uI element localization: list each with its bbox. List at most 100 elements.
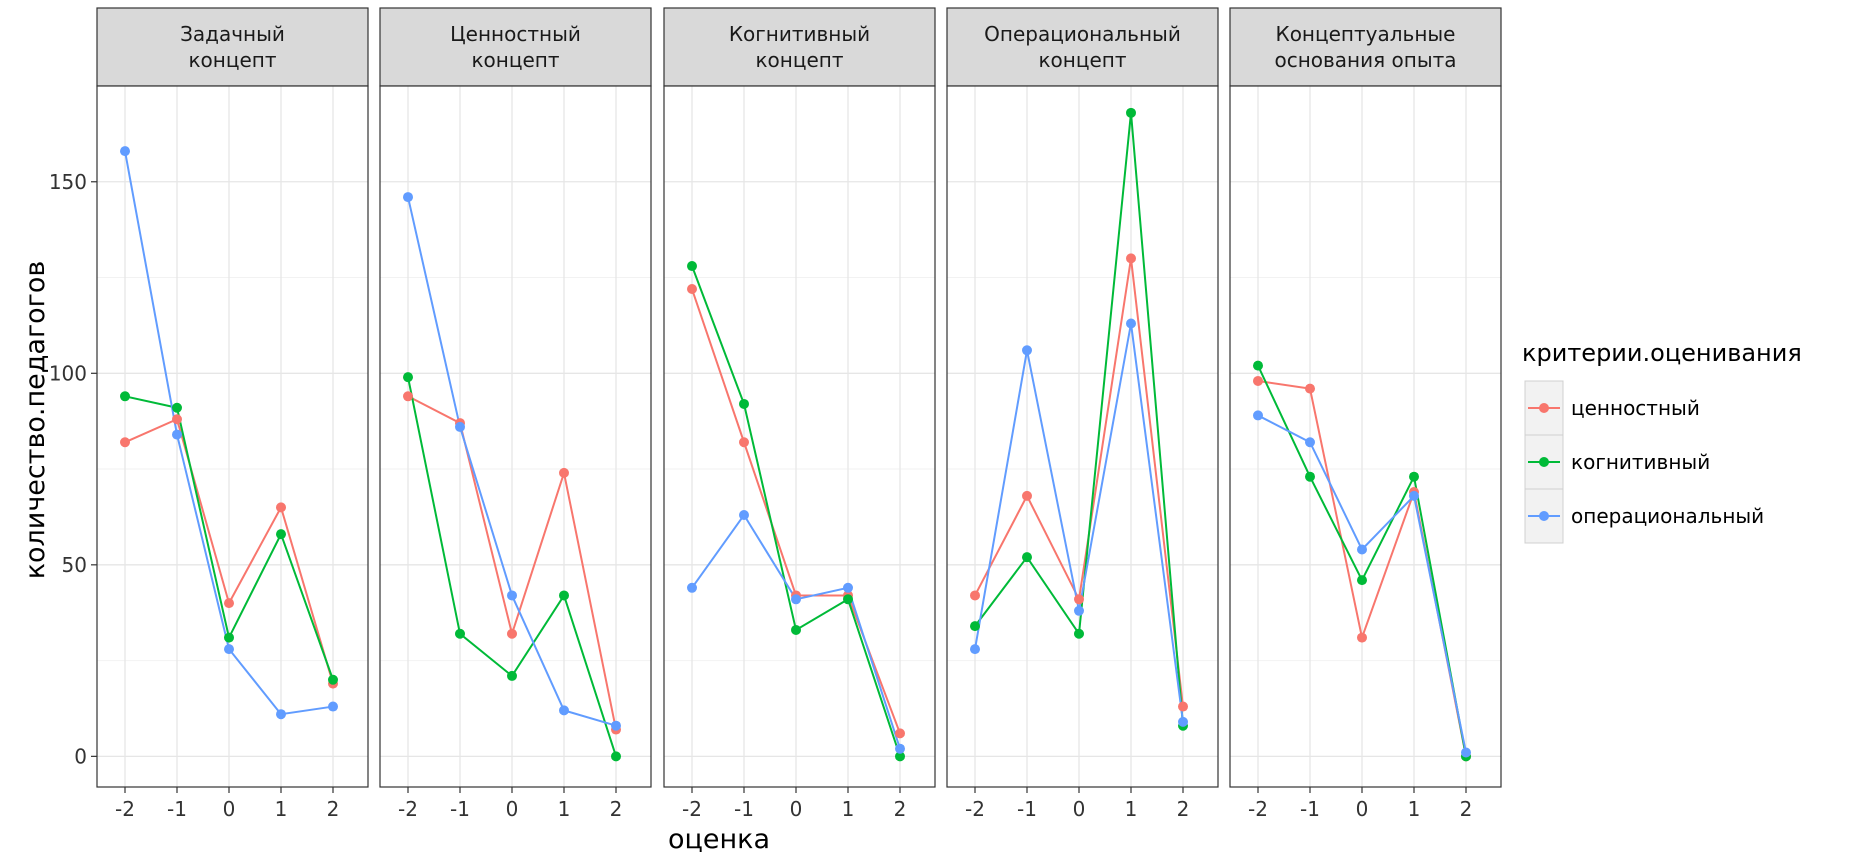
data-point bbox=[328, 674, 338, 685]
data-point bbox=[739, 437, 749, 448]
y-tick-label: 150 bbox=[49, 170, 87, 194]
panel-border bbox=[1229, 85, 1502, 788]
panel-grid bbox=[947, 86, 1218, 787]
panel-strip-label: основания опыта bbox=[1274, 48, 1456, 72]
panel-strip-label: концепт bbox=[471, 48, 559, 72]
data-point bbox=[224, 598, 234, 609]
x-tick-label: -2 bbox=[682, 797, 702, 821]
panel-strip-label: Операциональный bbox=[984, 22, 1181, 46]
data-point bbox=[1305, 437, 1315, 448]
data-point bbox=[1305, 471, 1315, 482]
data-point bbox=[1074, 594, 1084, 605]
data-point bbox=[276, 529, 286, 540]
panel-strip bbox=[96, 7, 369, 87]
data-point bbox=[1022, 552, 1032, 563]
data-point bbox=[507, 590, 517, 601]
panel-border bbox=[379, 85, 652, 788]
panel-grid bbox=[664, 86, 935, 787]
x-tick-label: 1 bbox=[1408, 797, 1421, 821]
data-point bbox=[970, 644, 980, 655]
data-point bbox=[1178, 701, 1188, 712]
data-point bbox=[507, 628, 517, 639]
data-point bbox=[559, 705, 569, 716]
data-point bbox=[455, 628, 465, 639]
data-point bbox=[687, 261, 697, 272]
panel-grid bbox=[380, 86, 651, 787]
data-point bbox=[1126, 253, 1136, 264]
data-point bbox=[172, 414, 182, 425]
data-point bbox=[970, 590, 980, 601]
x-tick-label: -2 bbox=[115, 797, 135, 821]
panel-strip bbox=[1229, 7, 1502, 87]
data-point bbox=[1126, 107, 1136, 118]
panel-strip-label: Задачный bbox=[180, 22, 285, 46]
panel-background bbox=[664, 86, 935, 787]
x-tick-label: 0 bbox=[790, 797, 803, 821]
data-point bbox=[970, 621, 980, 632]
data-point bbox=[559, 467, 569, 478]
data-point bbox=[172, 402, 182, 413]
legend-label: ценностный bbox=[1571, 396, 1700, 420]
data-point bbox=[687, 582, 697, 593]
panel-strip bbox=[663, 7, 936, 87]
data-point bbox=[120, 437, 130, 448]
panel-background bbox=[947, 86, 1218, 787]
panel-strip-label: Ценностный bbox=[450, 22, 581, 46]
legend: критерии.оценивания ценностный когнитивны… bbox=[1522, 339, 1802, 544]
panel-background bbox=[1230, 86, 1501, 787]
x-tick-label: 2 bbox=[1177, 797, 1190, 821]
panel-border bbox=[96, 85, 369, 788]
y-tick-label: 50 bbox=[62, 553, 87, 577]
panel-strip-label: концепт bbox=[755, 48, 843, 72]
legend-key-point bbox=[1539, 403, 1549, 413]
legend-title: критерии.оценивания bbox=[1522, 339, 1802, 367]
x-tick-label: 2 bbox=[610, 797, 623, 821]
data-point bbox=[1357, 575, 1367, 586]
data-point bbox=[611, 720, 621, 731]
data-point bbox=[1409, 471, 1419, 482]
x-tick-label: -1 bbox=[1017, 797, 1037, 821]
x-tick-label: 1 bbox=[558, 797, 571, 821]
x-tick-label: -1 bbox=[734, 797, 754, 821]
x-tick-label: 0 bbox=[506, 797, 519, 821]
data-point bbox=[1253, 410, 1263, 421]
x-tick-label: 1 bbox=[275, 797, 288, 821]
panel-strip bbox=[379, 7, 652, 87]
data-point bbox=[843, 582, 853, 593]
legend-entry: ценностный bbox=[1524, 380, 1700, 436]
data-point bbox=[687, 284, 697, 295]
panel-background bbox=[97, 86, 368, 787]
x-tick-label: 0 bbox=[1073, 797, 1086, 821]
data-point bbox=[895, 751, 905, 762]
data-point bbox=[1074, 628, 1084, 639]
data-point bbox=[276, 709, 286, 720]
data-point bbox=[1022, 490, 1032, 501]
panel-strip-label: Концептуальные bbox=[1276, 22, 1456, 46]
data-point bbox=[120, 146, 130, 157]
data-point bbox=[559, 590, 569, 601]
y-axis-title: количество.педагогов bbox=[20, 261, 51, 580]
data-point bbox=[224, 632, 234, 643]
data-point bbox=[791, 594, 801, 605]
data-point bbox=[1178, 716, 1188, 727]
data-point bbox=[1126, 318, 1136, 329]
data-point bbox=[1357, 632, 1367, 643]
panel-strip-label: концепт bbox=[1038, 48, 1126, 72]
data-point bbox=[403, 372, 413, 383]
data-point bbox=[507, 670, 517, 681]
x-tick-label: 2 bbox=[327, 797, 340, 821]
panel-border bbox=[663, 85, 936, 788]
legend-label: когнитивный bbox=[1571, 450, 1710, 474]
data-point bbox=[843, 594, 853, 605]
x-tick-label: -1 bbox=[167, 797, 187, 821]
panel-strip-label: концепт bbox=[188, 48, 276, 72]
x-tick-label: -2 bbox=[398, 797, 418, 821]
panel-grid bbox=[97, 86, 368, 787]
x-tick-label: 2 bbox=[1460, 797, 1473, 821]
